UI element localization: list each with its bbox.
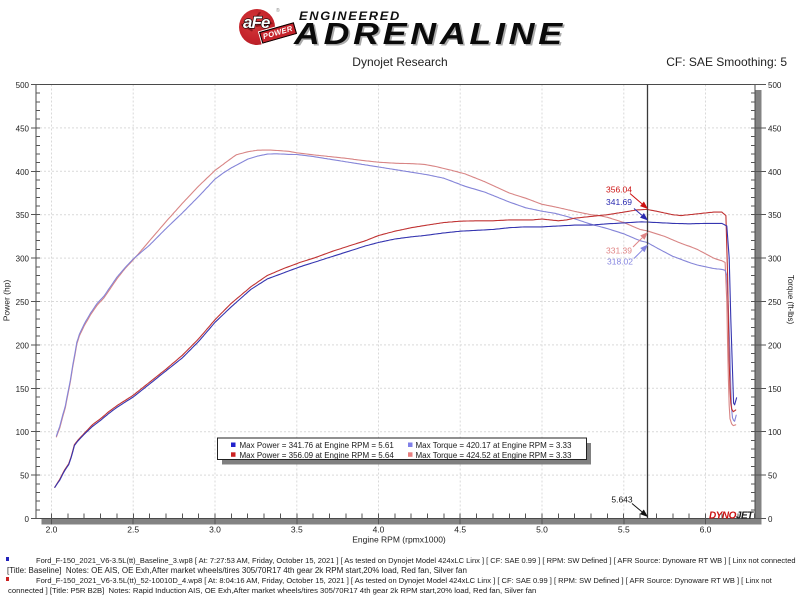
svg-text:5.5: 5.5 xyxy=(618,525,630,535)
svg-text:341.69: 341.69 xyxy=(606,197,632,207)
svg-text:500: 500 xyxy=(768,81,782,90)
svg-text:4.0: 4.0 xyxy=(373,525,385,535)
svg-text:6.0: 6.0 xyxy=(700,525,712,535)
svg-text:356.04: 356.04 xyxy=(606,185,632,195)
svg-text:0: 0 xyxy=(25,515,30,524)
svg-text:100: 100 xyxy=(768,428,782,437)
svg-text:Torque (ft-lbs): Torque (ft-lbs) xyxy=(786,275,795,325)
svg-text:Max Power = 356.09 at Engine R: Max Power = 356.09 at Engine RPM = 5.64 xyxy=(240,451,395,460)
svg-text:50: 50 xyxy=(768,472,777,481)
svg-text:350: 350 xyxy=(768,211,782,220)
svg-text:300: 300 xyxy=(16,255,30,264)
svg-text:400: 400 xyxy=(768,168,782,177)
svg-text:150: 150 xyxy=(768,385,782,394)
svg-text:Power (hp): Power (hp) xyxy=(2,280,12,322)
svg-text:250: 250 xyxy=(16,298,30,307)
svg-text:100: 100 xyxy=(16,428,30,437)
svg-text:50: 50 xyxy=(20,472,29,481)
svg-text:3.0: 3.0 xyxy=(209,525,221,535)
svg-text:150: 150 xyxy=(16,385,30,394)
svg-text:200: 200 xyxy=(768,341,782,350)
svg-text:500: 500 xyxy=(16,81,30,90)
svg-text:450: 450 xyxy=(16,124,30,133)
svg-text:Max Torque = 420.17 at Engine: Max Torque = 420.17 at Engine RPM = 3.33 xyxy=(416,441,573,450)
svg-text:5.643: 5.643 xyxy=(611,495,633,505)
svg-text:4.5: 4.5 xyxy=(454,525,466,535)
svg-text:331.39: 331.39 xyxy=(606,246,632,256)
svg-text:200: 200 xyxy=(16,341,30,350)
svg-text:0: 0 xyxy=(768,515,773,524)
svg-text:318.02: 318.02 xyxy=(607,257,633,267)
svg-text:250: 250 xyxy=(768,298,782,307)
svg-text:400: 400 xyxy=(16,168,30,177)
svg-text:5.0: 5.0 xyxy=(536,525,548,535)
svg-text:450: 450 xyxy=(768,124,782,133)
svg-text:DYNOJET: DYNOJET xyxy=(709,510,754,521)
svg-text:Max Power = 341.76 at Engine R: Max Power = 341.76 at Engine RPM = 5.61 xyxy=(240,441,395,450)
svg-text:2.5: 2.5 xyxy=(127,525,139,535)
svg-text:300: 300 xyxy=(768,255,782,264)
svg-text:3.5: 3.5 xyxy=(291,525,303,535)
svg-text:Engine RPM (rpmx1000): Engine RPM (rpmx1000) xyxy=(352,535,446,545)
svg-text:Max Torque = 424.52 at Engine: Max Torque = 424.52 at Engine RPM = 3.33 xyxy=(416,451,573,460)
svg-text:350: 350 xyxy=(16,211,30,220)
svg-text:2.0: 2.0 xyxy=(46,525,58,535)
